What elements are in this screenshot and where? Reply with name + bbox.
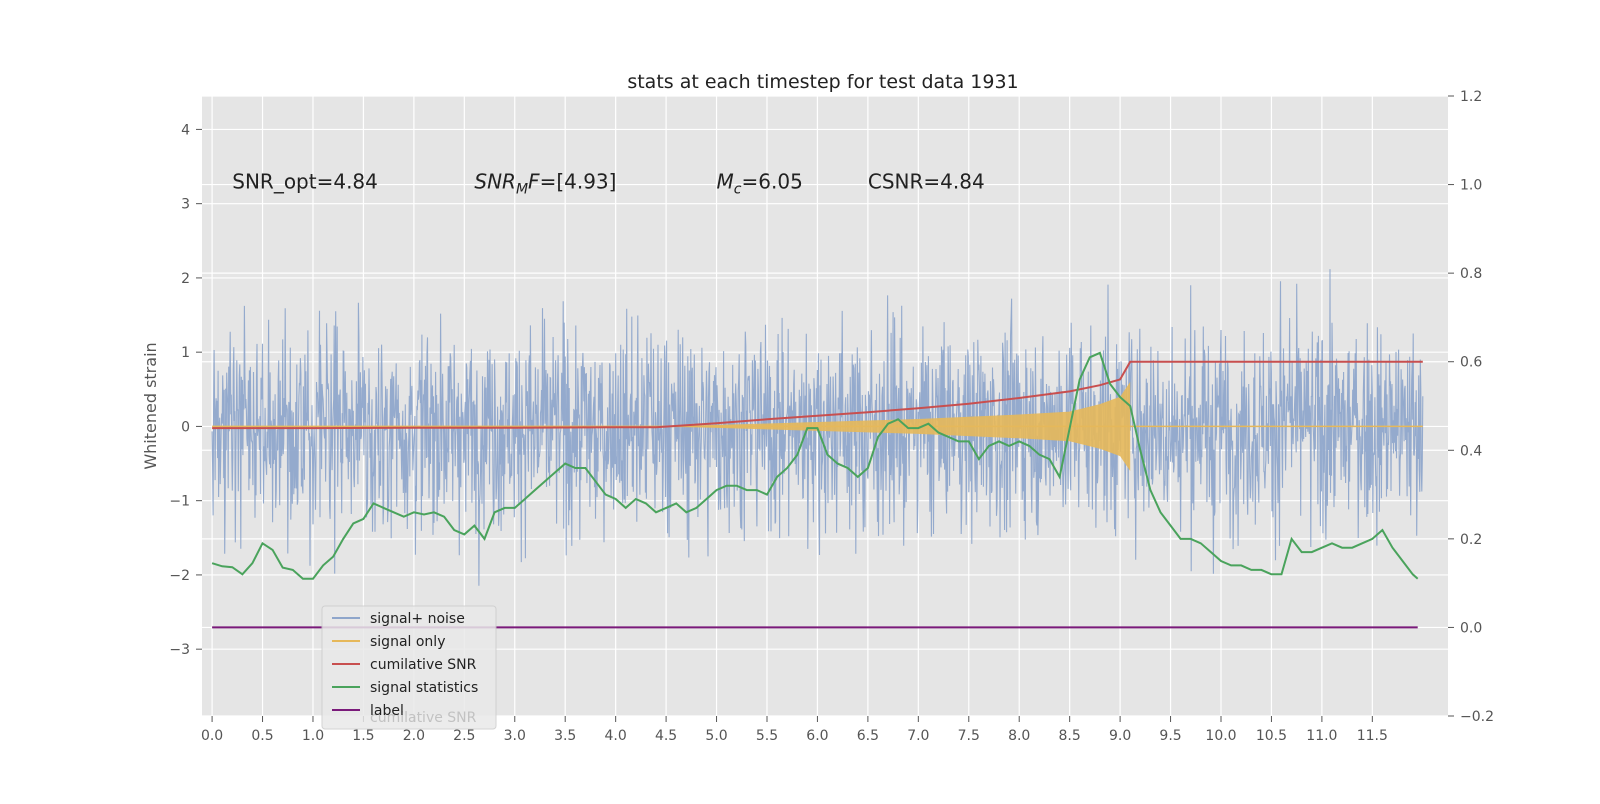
y-tick-label: 1 <box>181 345 190 361</box>
cumulative-snr-line <box>212 360 1423 430</box>
signal-statistics-line <box>211 351 1419 580</box>
x-tick-label: 11.0 <box>1306 728 1337 744</box>
y-tick-label: −1 <box>169 494 190 510</box>
y2-tick-label: 0.4 <box>1460 443 1482 459</box>
annotation-1: SNRMF=[4.93] <box>474 169 616 197</box>
annotation-2: Mc=6.05 <box>717 169 803 197</box>
x-tick-label: 6.5 <box>857 728 879 744</box>
chart-title: stats at each timestep for test data 193… <box>627 71 1018 93</box>
x-tick-label: 9.0 <box>1109 728 1131 744</box>
annotation-0: SNR_opt=4.84 <box>232 169 378 193</box>
legend-label: signal statistics <box>370 680 478 696</box>
x-tick-label: 8.5 <box>1059 728 1081 744</box>
axis-ticks: 0.0 0.5 1.0 1.5 2.0 2.5 3.0 3.5 4.0 4.5 5.0 5.5 6.0 6… <box>169 89 1494 744</box>
x-tick-label: 6.0 <box>806 728 828 744</box>
legend-box <box>321 605 497 730</box>
x-tick-label: 0.5 <box>251 728 273 744</box>
legend-label: cumilative SNR <box>370 657 477 673</box>
legend-label: signal only <box>370 634 445 650</box>
y-tick-label: 4 <box>181 122 190 138</box>
y2-tick-label: 0.0 <box>1460 620 1482 636</box>
x-tick-label: 11.5 <box>1357 728 1388 744</box>
x-tick-label: 8.0 <box>1008 728 1030 744</box>
y-tick-label: 0 <box>181 419 190 435</box>
x-tick-label: 1.5 <box>352 728 374 744</box>
x-tick-label: 9.5 <box>1159 728 1181 744</box>
y-axis-title: Whitened strain <box>141 342 160 469</box>
x-tick-label: 10.5 <box>1256 728 1287 744</box>
annotation-3: CSNR=4.84 <box>868 169 985 193</box>
y-tick-label: −3 <box>169 642 190 658</box>
y2-tick-label: 0.6 <box>1460 355 1482 371</box>
y-tick-label: −2 <box>169 568 190 584</box>
x-tick-label: 2.5 <box>453 728 475 744</box>
x-tick-label: 0.0 <box>201 728 223 744</box>
signal-noise-series <box>211 269 1424 586</box>
y-tick-label: 3 <box>181 197 190 213</box>
x-tick-label: 7.5 <box>958 728 980 744</box>
legend-label: label <box>370 703 404 719</box>
legend: cumilative SNR signal+ noise signal only cu… <box>321 605 497 730</box>
y2-tick-label: 1.2 <box>1460 89 1482 105</box>
y2-tick-label: 0.2 <box>1460 532 1482 548</box>
x-tick-label: 3.5 <box>554 728 576 744</box>
x-tick-label: 4.5 <box>655 728 677 744</box>
legend-ghost-text: cumilative SNR <box>370 710 477 726</box>
x-tick-label: 7.0 <box>907 728 929 744</box>
annotations: SNR_opt=4.84 SNRMF=[4.93] Mc=6.05 CSNR=4.84 <box>232 169 984 197</box>
legend-label: signal+ noise <box>370 611 465 627</box>
y-tick-label: 2 <box>181 271 190 287</box>
y2-tick-label: −0.2 <box>1460 709 1494 725</box>
x-tick-label: 4.0 <box>605 728 627 744</box>
x-tick-label: 10.0 <box>1205 728 1236 744</box>
x-tick-label: 5.0 <box>705 728 727 744</box>
y2-tick-label: 0.8 <box>1460 266 1482 282</box>
x-tick-label: 3.0 <box>504 728 526 744</box>
y2-tick-label: 1.0 <box>1460 178 1482 194</box>
x-tick-label: 1.0 <box>302 728 324 744</box>
signal-noise-trace <box>211 269 1424 586</box>
x-tick-label: 5.5 <box>756 728 778 744</box>
x-tick-label: 2.0 <box>403 728 425 744</box>
